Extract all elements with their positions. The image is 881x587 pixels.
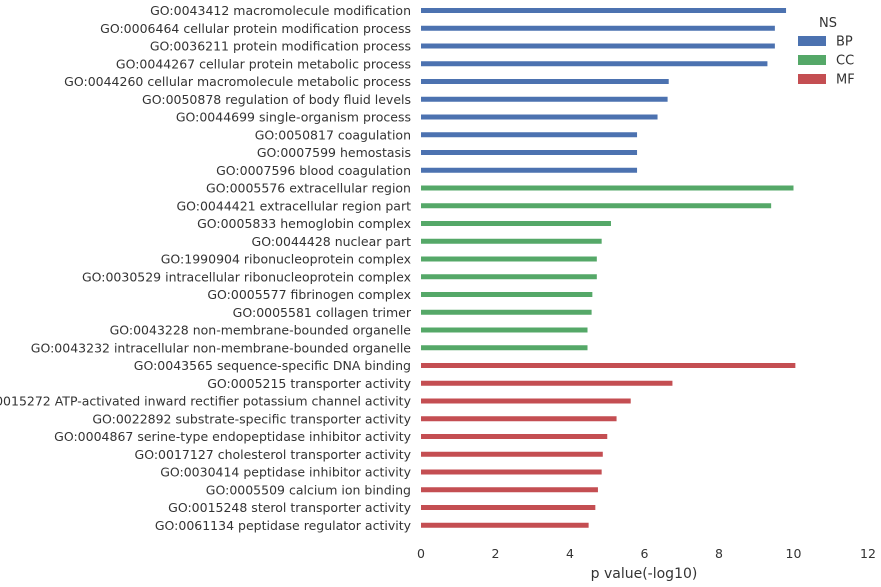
bar-cc [421,292,593,297]
x-tick-labels: 0 2 4 6 8 10 12 [417,546,876,561]
y-tick-label: GO:0036211 protein modification process [150,39,411,54]
y-tick-labels: GO:0043412 macromolecule modification GO:… [0,3,412,533]
bar-mf [421,363,796,368]
legend-label-mf: MF [836,73,855,88]
y-tick-label: GO:0044699 single-organism process [176,110,411,125]
y-tick-label: GO:0004867 serine-type endopeptidase inh… [54,429,411,444]
bar-bp [421,132,638,138]
y-tick-label: GO:0044267 cellular protein metabolic pr… [116,56,411,71]
x-tick-label: 6 [641,546,649,561]
legend-title: NS [819,16,837,31]
x-tick-label: 2 [492,546,500,561]
bar-mf [421,522,589,528]
y-tick-label: GO:0030529 intracellular ribonucleoprote… [82,269,411,284]
y-tick-label: GO:0050817 coagulation [255,127,411,142]
y-tick-label: GO:0006464 cellular protein modification… [100,21,411,36]
bar-bp [421,114,658,120]
y-tick-label: GO:0043412 macromolecule modification [150,3,411,18]
y-tick-label: GO:0030414 peptidase inhibitor activity [160,465,411,480]
y-tick-label: GO:0005215 transporter activity [207,376,411,391]
y-tick-label: GO:0044260 cellular macromolecule metabo… [64,74,411,89]
bars-group [421,8,796,528]
y-tick-label: GO:0005509 calcium ion binding [206,482,411,497]
y-tick-label: GO:0043228 non-membrane-bounded organell… [110,323,412,338]
bar-cc [421,309,592,315]
bar-cc [421,256,597,262]
legend-swatch-mf [798,74,826,84]
y-tick-label: GO:0043565 sequence-specific DNA binding [134,358,411,373]
y-tick-label: GO:0044421 extracellular region part [176,198,411,213]
y-tick-label: GO:0005576 extracellular region [206,181,411,196]
y-tick-label: GO:0022892 substrate-specific transporte… [92,411,411,426]
legend-label-bp: BP [836,35,853,50]
y-tick-label: GO:0050878 regulation of body fluid leve… [142,92,411,107]
bar-bp [421,150,638,155]
legend-entries: BP CC MF [798,35,855,88]
bar-bp [421,96,668,102]
bar-bp [421,61,768,67]
y-tick-label: GO:0043232 intracellular non-membrane-bo… [31,340,412,355]
y-tick-label: GO:0005581 collagen trimer [233,305,412,320]
bar-cc [421,345,588,351]
legend-label-cc: CC [836,54,854,69]
y-tick-label: GO:0005577 fibrinogen complex [207,287,411,302]
y-tick-label: GO:0061134 peptidase regulator activity [155,518,412,533]
y-tick-label: GO:0017127 cholesterol transporter activ… [135,447,412,462]
bar-mf [421,451,603,457]
bar-mf [421,505,596,510]
bar-cc [421,274,597,280]
x-tick-label: 10 [786,546,802,561]
x-tick-label: 0 [417,546,425,561]
y-tick-label: GO:0007599 hemostasis [257,145,411,160]
bar-mf [421,398,631,404]
bar-bp [421,8,787,13]
x-axis-label: p value(-log10) [591,566,698,582]
bar-bp [421,167,638,173]
y-tick-label: GO:0005833 hemoglobin complex [197,216,411,231]
bar-cc [421,185,794,191]
legend: NS BP CC MF [798,16,855,88]
bar-mf [421,380,673,386]
bar-bp [421,43,775,49]
y-tick-label: GO:1990904 ribonucleoprotein complex [161,252,411,267]
bar-cc [421,203,772,209]
bar-cc [421,327,588,333]
bar-mf [421,434,608,439]
legend-swatch-bp [798,36,826,46]
bar-mf [421,416,617,422]
bar-mf [421,469,602,475]
bar-cc [421,238,602,244]
y-tick-label: GO:0044428 nuclear part [252,234,412,249]
y-tick-label: GO:0015272 ATP-activated inward rectifie… [0,394,412,409]
bar-bp [421,79,669,84]
y-tick-label: GO:0007596 blood coagulation [216,163,411,178]
x-tick-label: 4 [566,546,574,561]
bar-mf [421,487,598,493]
x-tick-label: 12 [860,546,876,561]
x-tick-label: 8 [715,546,723,561]
legend-swatch-cc [798,55,826,65]
y-tick-label: GO:0015248 sterol transporter activity [168,500,411,515]
bar-cc [421,221,611,226]
bar-bp [421,25,775,31]
